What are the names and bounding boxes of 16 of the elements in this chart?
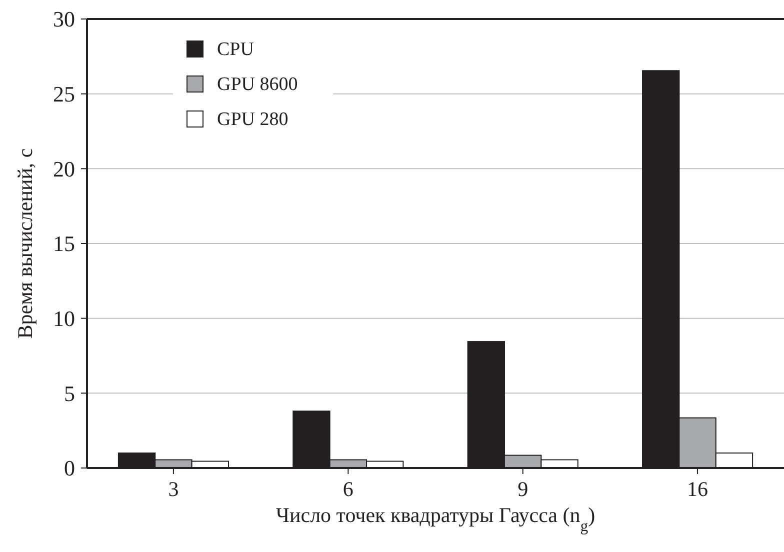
y-tick-label: 0 [64,456,75,481]
y-tick-label: 15 [53,231,75,256]
x-tick-label: 16 [687,477,708,501]
y-tick-label: 20 [53,156,75,182]
legend-label: GPU 8600 [217,74,298,95]
y-tick-label: 5 [64,380,75,406]
y-tick-label: 25 [53,82,75,107]
x-tick-label: 6 [342,477,354,501]
y-tick-label: 10 [53,306,75,332]
x-axis-title: Число точек квадратуры Гаусса (n$_{g}$) [276,503,596,534]
y-tick-label: 30 [53,6,75,32]
y-axis-title: Время вычислений, с [13,148,37,339]
x-tick-label: 9 [518,477,528,501]
legend-label: CPU [217,39,254,60]
x-tick-label: 3 [168,477,179,501]
legend-label: GPU 280 [217,109,288,130]
